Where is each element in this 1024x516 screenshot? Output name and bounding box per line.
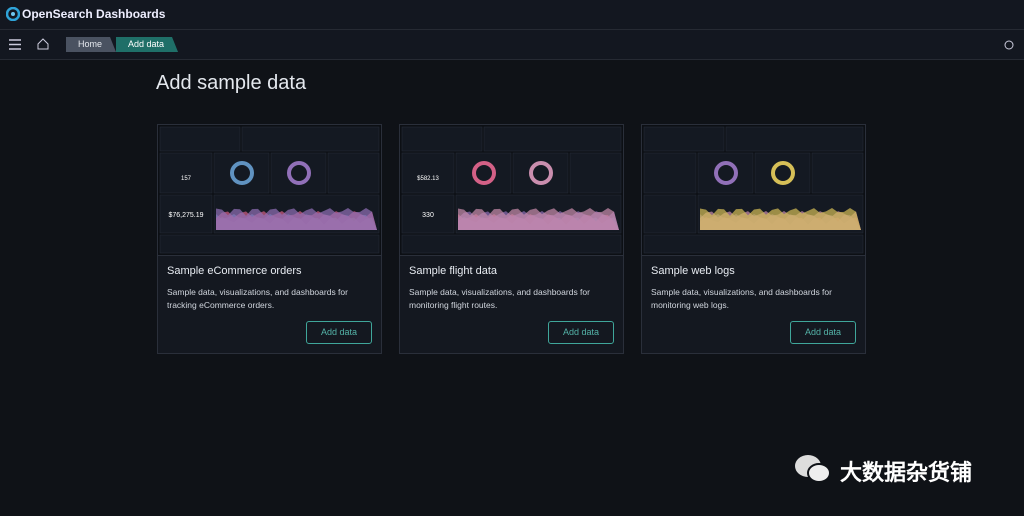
logo: [6, 7, 20, 21]
panel: [213, 152, 270, 194]
panel: [512, 152, 569, 194]
home-icon[interactable]: [37, 38, 49, 50]
panel: [754, 152, 811, 194]
area: [700, 208, 861, 230]
panel: [643, 152, 697, 194]
panel: [159, 234, 380, 254]
menu-icon[interactable]: [9, 39, 21, 50]
panel: [725, 126, 864, 152]
brand: OpenSearch Dashboards: [22, 7, 166, 21]
area: [458, 208, 619, 230]
thumbnail-graphic: 330 $582.13: [401, 126, 622, 254]
panel: [643, 126, 725, 152]
header: OpenSearch Dashboards: [0, 0, 1024, 30]
donut: [529, 161, 553, 185]
breadcrumb[interactable]: Add data: [116, 37, 178, 52]
thumbnail: 330 $582.13: [400, 125, 623, 256]
thumbnail-text: 157: [181, 176, 192, 182]
panel: [401, 234, 622, 254]
donut: [230, 161, 254, 185]
add-data-button[interactable]: Add data: [548, 321, 614, 344]
panel: [159, 126, 241, 152]
card: Sample web logs Sample data, visualizatio…: [641, 124, 866, 354]
panel: [643, 194, 697, 234]
panel: [241, 126, 380, 152]
thumbnail: $76,275.19 157: [158, 125, 381, 256]
card-description: Sample data, visualizations, and dashboa…: [167, 287, 348, 310]
add-data-button[interactable]: Add data: [306, 321, 372, 344]
donut: [472, 161, 496, 185]
page-title: Add sample data: [156, 72, 307, 94]
thumbnail-graphic: $76,275.19 157: [159, 126, 380, 254]
donut: [714, 161, 738, 185]
card-description: Sample data, visualizations, and dashboa…: [409, 287, 590, 310]
panel: [811, 152, 864, 194]
thumbnail-text: $76,275.19: [168, 212, 203, 219]
donut: [771, 161, 795, 185]
panel: [270, 152, 327, 194]
panel: [697, 152, 754, 194]
panel: [401, 194, 455, 234]
help-icon[interactable]: [1004, 40, 1014, 50]
thumbnail-text: 330: [422, 212, 434, 219]
panel: [483, 126, 622, 152]
card-title: Sample flight data: [409, 265, 498, 277]
panel: [569, 152, 622, 194]
card-title: Sample eCommerce orders: [167, 265, 302, 277]
panel: [401, 126, 483, 152]
panel: [159, 194, 213, 234]
card: $76,275.19 157 Sample eCommerce orders Samp…: [157, 124, 382, 354]
thumbnail-text: $582.13: [417, 176, 439, 182]
donut: [287, 161, 311, 185]
breadcrumb[interactable]: Home: [66, 37, 116, 52]
panel: [327, 152, 380, 194]
thumbnail: [642, 125, 865, 256]
card-title: Sample web logs: [651, 265, 735, 277]
panel: [643, 234, 864, 254]
watermark: 大数据杂货铺: [840, 460, 973, 485]
panel: [159, 152, 213, 194]
thumbnail-graphic: [643, 126, 864, 254]
card: 330 $582.13 Sample flight data Sample data,…: [399, 124, 624, 354]
panel: [455, 152, 512, 194]
card-description: Sample data, visualizations, and dashboa…: [651, 287, 832, 310]
area: [216, 208, 377, 230]
add-data-button[interactable]: Add data: [790, 321, 856, 344]
nav-bar: Home Add data: [0, 30, 1024, 60]
wechat-icon: [795, 455, 831, 483]
panel: [401, 152, 455, 194]
